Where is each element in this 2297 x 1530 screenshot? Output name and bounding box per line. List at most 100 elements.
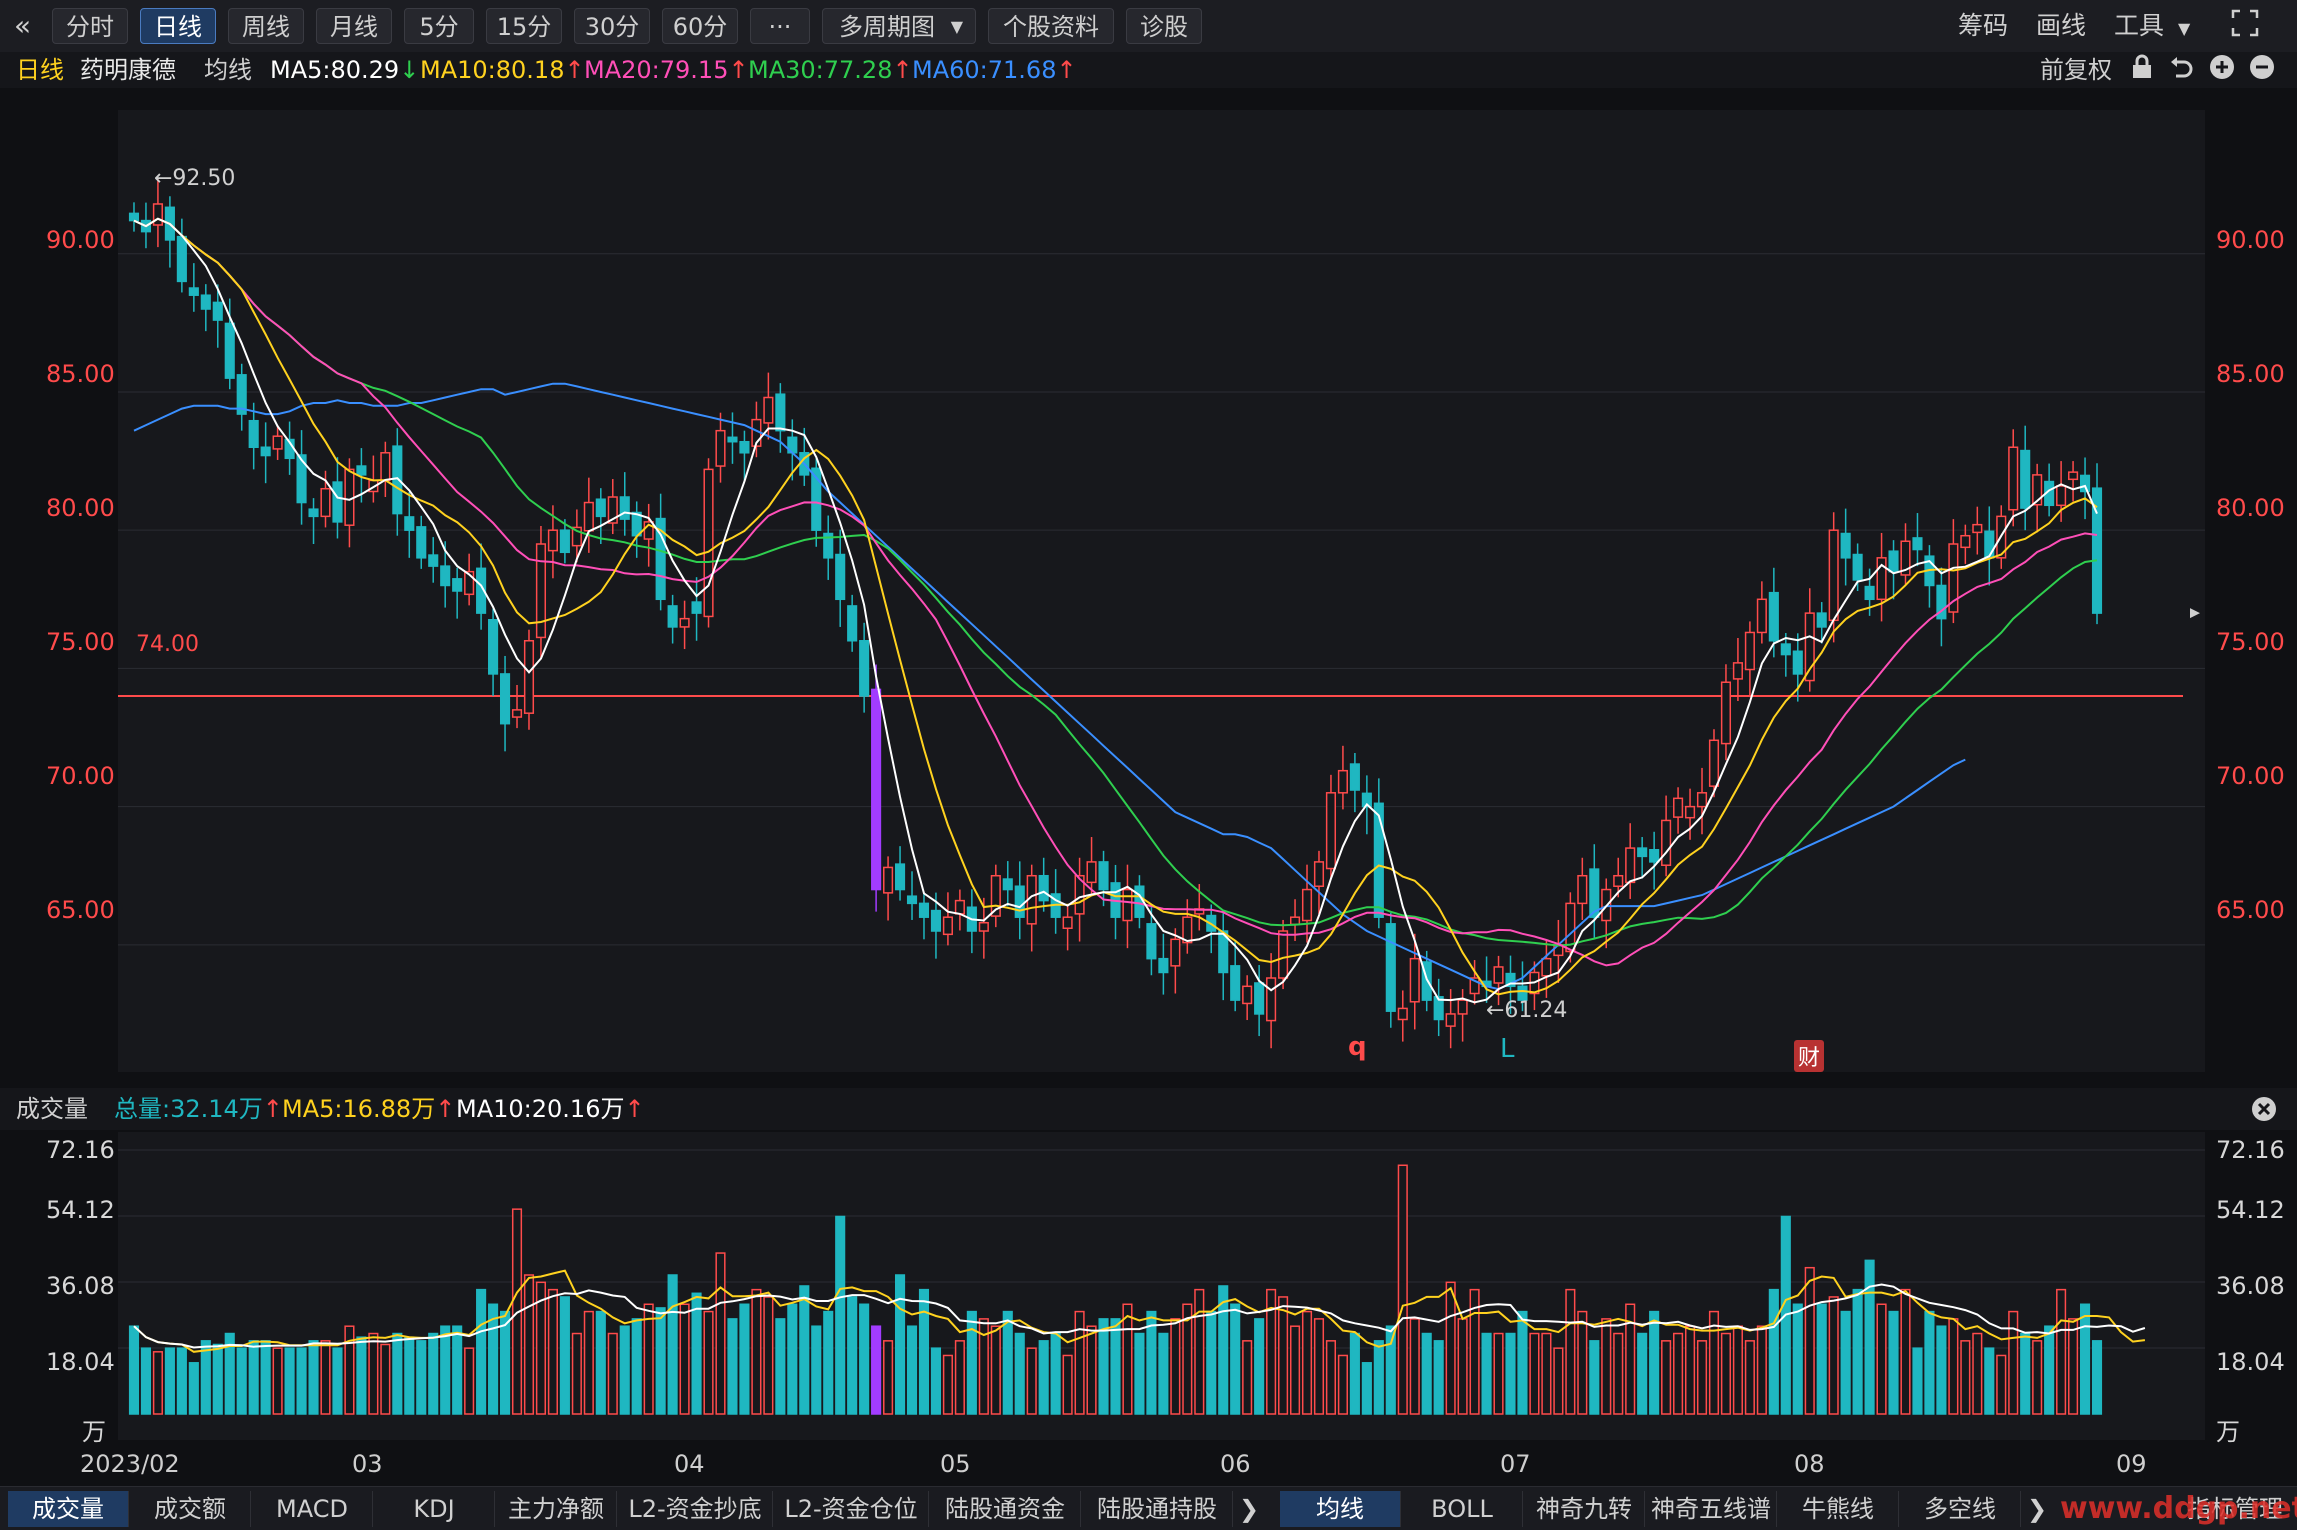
tab-weekly[interactable]: 周线 bbox=[228, 8, 304, 44]
volume-bar bbox=[1445, 1281, 1456, 1415]
volume-chart[interactable] bbox=[118, 1132, 2205, 1440]
volume-bar bbox=[200, 1340, 211, 1415]
arrow-up-icon: ↑ bbox=[1056, 56, 1077, 84]
diagnose-button[interactable]: 诊股 bbox=[1126, 8, 1202, 44]
tab-daily[interactable]: 日线 bbox=[140, 8, 216, 44]
tab-ma[interactable]: 均线 bbox=[1280, 1491, 1401, 1527]
candle-body bbox=[1912, 537, 1923, 551]
tab-magic-five[interactable]: 神奇五线谱 bbox=[1646, 1491, 1777, 1527]
candle-body bbox=[607, 496, 618, 524]
candle-body bbox=[1684, 805, 1696, 819]
volume-bar bbox=[942, 1354, 953, 1415]
candle-body bbox=[811, 467, 822, 531]
tab-macd[interactable]: MACD bbox=[252, 1491, 373, 1527]
ma-label[interactable]: 均线 bbox=[204, 56, 252, 84]
tab-turnover[interactable]: 成交额 bbox=[130, 1491, 251, 1527]
candle-body bbox=[1828, 529, 1839, 622]
candle-body bbox=[1708, 739, 1720, 787]
candle-body bbox=[1433, 996, 1444, 1021]
volume-bar bbox=[619, 1325, 630, 1415]
tab-5min[interactable]: 5分 bbox=[404, 8, 474, 44]
chevron-right-icon[interactable]: ❯ bbox=[2026, 1495, 2048, 1523]
volume-bar bbox=[1421, 1332, 1432, 1415]
tab-l2-position[interactable]: L2-资金仓位 bbox=[774, 1491, 929, 1527]
price-axis-label-right: 85.00 bbox=[2216, 360, 2285, 388]
tab-l2-bottom[interactable]: L2-资金抄底 bbox=[618, 1491, 773, 1527]
tab-timeshare[interactable]: 分时 bbox=[52, 8, 128, 44]
candle-body bbox=[200, 294, 211, 310]
volume-label: 成交量 bbox=[16, 1095, 88, 1123]
event-marker-l[interactable]: L bbox=[1500, 1034, 1515, 1064]
x-axis-label: 07 bbox=[1500, 1450, 1531, 1478]
candle-body bbox=[559, 529, 570, 554]
tab-bull-bear[interactable]: 牛熊线 bbox=[1778, 1491, 1899, 1527]
price-axis-label: 80.00 bbox=[46, 494, 115, 522]
tab-boll[interactable]: BOLL bbox=[1402, 1491, 1523, 1527]
event-marker-q[interactable]: q bbox=[1348, 1032, 1367, 1062]
volume-bar bbox=[356, 1336, 367, 1415]
volume-bar bbox=[1206, 1310, 1217, 1415]
candle-body bbox=[595, 498, 606, 518]
tab-15min[interactable]: 15分 bbox=[486, 8, 562, 44]
volume-legend-bar: 成交量 总量:32.14万↑ MA5:16.88万↑ MA10:20.16万↑ bbox=[0, 1088, 2297, 1130]
candle-body bbox=[571, 526, 582, 547]
chips-button[interactable]: 筹码 bbox=[1958, 11, 2009, 40]
volume-bar bbox=[523, 1274, 535, 1415]
undo-icon[interactable] bbox=[2168, 52, 2194, 92]
volume-bar bbox=[966, 1310, 977, 1415]
volume-bar bbox=[1493, 1332, 1504, 1415]
volume-bar bbox=[1301, 1310, 1313, 1415]
volume-bar bbox=[1876, 1303, 1887, 1415]
volume-bar bbox=[571, 1332, 582, 1415]
more-button[interactable]: ··· bbox=[750, 8, 810, 44]
tab-northbound-hold[interactable]: 陆股通持股 bbox=[1082, 1491, 1233, 1527]
lock-icon[interactable] bbox=[2130, 52, 2154, 92]
candle-body bbox=[823, 532, 834, 559]
indicator-manage-button[interactable]: 指标管理 bbox=[2187, 1495, 2283, 1523]
volume-bar bbox=[607, 1332, 618, 1415]
volume-bar bbox=[128, 1325, 140, 1415]
zoom-out-icon[interactable] bbox=[2248, 52, 2276, 92]
volume-bar bbox=[906, 1325, 918, 1415]
tab-60min[interactable]: 60分 bbox=[662, 8, 738, 44]
tab-kdj[interactable]: KDJ bbox=[374, 1491, 495, 1527]
fullscreen-icon[interactable] bbox=[2230, 8, 2260, 44]
candle-body bbox=[775, 393, 786, 432]
volume-bar bbox=[164, 1347, 175, 1415]
volume-bar bbox=[1649, 1310, 1660, 1415]
chevron-down-icon: ▼ bbox=[950, 17, 963, 36]
candle-body bbox=[1649, 848, 1660, 863]
financial-report-marker[interactable]: 财 bbox=[1794, 1040, 1825, 1072]
volume-bar bbox=[1888, 1310, 1899, 1415]
volume-axis-label: 18.04 bbox=[46, 1348, 115, 1376]
volume-ma5: MA5:16.88万↑ bbox=[282, 1095, 456, 1123]
tab-30min[interactable]: 30分 bbox=[574, 8, 650, 44]
candle-body bbox=[1756, 598, 1767, 634]
tab-magic-nine[interactable]: 神奇九转 bbox=[1524, 1491, 1645, 1527]
candle-body bbox=[978, 921, 989, 932]
multi-period-dropdown[interactable]: 多周期图 ▼ bbox=[822, 8, 976, 44]
x-axis-label: 09 bbox=[2116, 1450, 2147, 1478]
tab-volume[interactable]: 成交量 bbox=[8, 1491, 129, 1527]
zoom-in-icon[interactable] bbox=[2208, 52, 2236, 92]
candlestick-chart[interactable] bbox=[118, 110, 2205, 1072]
close-icon[interactable] bbox=[2250, 1088, 2278, 1143]
candle-body bbox=[1816, 612, 1827, 628]
x-axis-label: 08 bbox=[1794, 1450, 1825, 1478]
tab-monthly[interactable]: 月线 bbox=[316, 8, 392, 44]
tools-button[interactable]: 工具 ▼ bbox=[2114, 8, 2190, 44]
candle-body bbox=[1577, 874, 1588, 905]
stock-info-button[interactable]: 个股资料 bbox=[988, 8, 1114, 44]
candle-body bbox=[1242, 985, 1253, 1005]
chevron-right-icon[interactable]: ❯ bbox=[1238, 1495, 1260, 1523]
candle-body bbox=[416, 526, 427, 559]
adjust-mode-button[interactable]: 前复权 bbox=[2040, 56, 2112, 84]
tab-long-short[interactable]: 多空线 bbox=[1900, 1491, 2021, 1527]
volume-bar bbox=[1505, 1332, 1516, 1415]
tab-northbound-flow[interactable]: 陆股通资金 bbox=[930, 1491, 1081, 1527]
volume-bar bbox=[1289, 1325, 1301, 1415]
draw-line-button[interactable]: 画线 bbox=[2036, 11, 2087, 40]
volume-bar bbox=[1325, 1340, 1337, 1415]
tab-main-net[interactable]: 主力净额 bbox=[496, 1491, 617, 1527]
collapse-icon[interactable]: « bbox=[14, 9, 32, 42]
